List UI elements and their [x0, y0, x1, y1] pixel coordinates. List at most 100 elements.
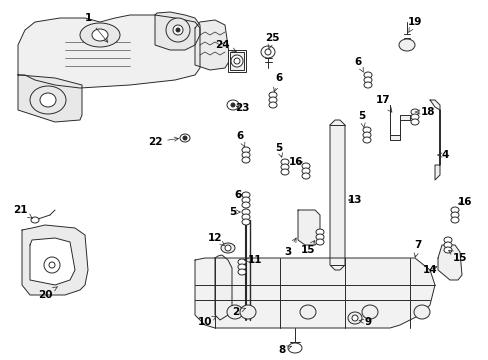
Ellipse shape: [315, 229, 324, 235]
Ellipse shape: [180, 134, 190, 142]
Text: 5: 5: [229, 207, 240, 217]
Ellipse shape: [92, 29, 108, 41]
Text: 12: 12: [207, 233, 224, 246]
Ellipse shape: [281, 164, 288, 170]
Text: 1: 1: [84, 13, 107, 42]
Ellipse shape: [173, 25, 183, 35]
Ellipse shape: [299, 305, 315, 319]
Ellipse shape: [224, 245, 230, 251]
Polygon shape: [22, 225, 88, 295]
Polygon shape: [437, 245, 461, 280]
Ellipse shape: [302, 168, 309, 174]
Text: 13: 13: [347, 195, 362, 205]
Bar: [229, 52, 244, 70]
Text: 11: 11: [244, 255, 262, 265]
Ellipse shape: [238, 269, 245, 275]
Ellipse shape: [450, 212, 458, 218]
Ellipse shape: [302, 163, 309, 169]
Bar: [227, 50, 245, 72]
Text: 20: 20: [38, 287, 57, 300]
Ellipse shape: [450, 207, 458, 213]
Text: 5: 5: [275, 143, 282, 157]
Polygon shape: [195, 258, 434, 328]
Ellipse shape: [347, 312, 361, 324]
Polygon shape: [18, 15, 200, 88]
Ellipse shape: [315, 234, 324, 240]
Ellipse shape: [351, 315, 357, 321]
Ellipse shape: [238, 264, 245, 270]
Ellipse shape: [362, 132, 370, 138]
Ellipse shape: [183, 136, 186, 140]
Polygon shape: [155, 12, 200, 50]
Ellipse shape: [315, 239, 324, 245]
Text: 8: 8: [278, 345, 291, 355]
Ellipse shape: [242, 209, 249, 215]
Text: 17: 17: [375, 95, 391, 112]
Ellipse shape: [242, 214, 249, 220]
Ellipse shape: [176, 28, 180, 32]
Ellipse shape: [450, 217, 458, 223]
Ellipse shape: [165, 18, 190, 42]
Ellipse shape: [361, 305, 377, 319]
Ellipse shape: [226, 100, 239, 110]
Text: 23: 23: [234, 103, 249, 113]
Ellipse shape: [234, 58, 240, 64]
Ellipse shape: [30, 86, 66, 114]
Ellipse shape: [238, 259, 245, 265]
Text: 6: 6: [234, 190, 242, 200]
Ellipse shape: [261, 46, 274, 58]
Ellipse shape: [31, 217, 39, 223]
Text: 9: 9: [358, 317, 371, 327]
Ellipse shape: [264, 49, 270, 55]
Ellipse shape: [230, 103, 235, 107]
Ellipse shape: [44, 257, 60, 273]
Ellipse shape: [413, 305, 429, 319]
Ellipse shape: [362, 137, 370, 143]
Ellipse shape: [363, 77, 371, 83]
Text: 6: 6: [273, 73, 282, 92]
Text: 24: 24: [214, 40, 236, 52]
Ellipse shape: [268, 97, 276, 103]
Text: 7: 7: [413, 240, 421, 257]
Text: 4: 4: [437, 150, 448, 160]
Ellipse shape: [230, 55, 243, 67]
Text: 10: 10: [197, 316, 216, 327]
Text: 6: 6: [236, 131, 244, 147]
Polygon shape: [215, 255, 231, 320]
Text: 6: 6: [354, 57, 363, 72]
Polygon shape: [195, 20, 229, 70]
Text: 5: 5: [358, 111, 365, 127]
Ellipse shape: [242, 197, 249, 203]
Ellipse shape: [242, 202, 249, 208]
Text: 22: 22: [147, 137, 178, 147]
Polygon shape: [18, 75, 82, 122]
Ellipse shape: [242, 219, 249, 225]
Ellipse shape: [49, 262, 55, 268]
Ellipse shape: [242, 147, 249, 153]
Ellipse shape: [242, 157, 249, 163]
Ellipse shape: [443, 247, 451, 253]
Ellipse shape: [40, 93, 56, 107]
Ellipse shape: [443, 237, 451, 243]
Text: 15: 15: [447, 251, 467, 263]
Polygon shape: [389, 105, 409, 140]
Ellipse shape: [221, 243, 235, 253]
Polygon shape: [297, 210, 319, 245]
Ellipse shape: [410, 114, 418, 120]
Polygon shape: [429, 100, 439, 180]
Polygon shape: [329, 120, 345, 270]
Ellipse shape: [240, 305, 256, 319]
Ellipse shape: [362, 127, 370, 133]
Text: 2: 2: [232, 307, 245, 317]
Ellipse shape: [268, 102, 276, 108]
Ellipse shape: [80, 23, 120, 47]
Ellipse shape: [302, 173, 309, 179]
Text: 25: 25: [264, 33, 279, 49]
Ellipse shape: [242, 152, 249, 158]
Ellipse shape: [363, 82, 371, 88]
Ellipse shape: [443, 242, 451, 248]
Ellipse shape: [363, 72, 371, 78]
Ellipse shape: [287, 343, 302, 353]
Ellipse shape: [268, 92, 276, 98]
Text: 16: 16: [457, 197, 471, 207]
